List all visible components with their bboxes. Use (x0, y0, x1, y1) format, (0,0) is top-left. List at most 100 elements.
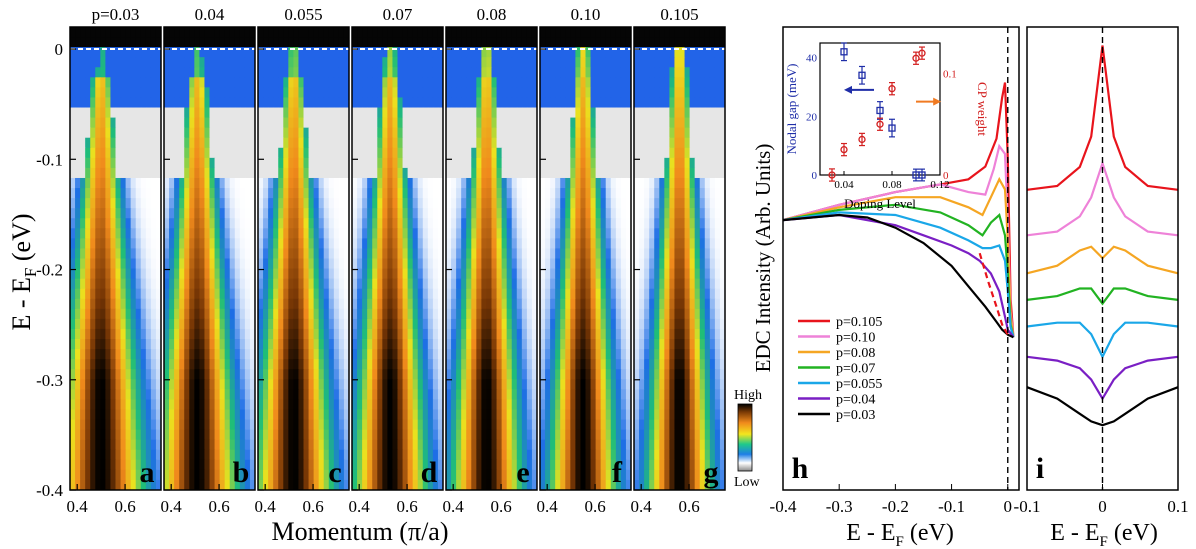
heatmap-cell (531, 208, 537, 219)
heatmap-cell (249, 157, 255, 169)
heatmap-cell (625, 37, 631, 48)
heatmap-cell (303, 419, 310, 431)
heatmap-cell (511, 419, 518, 431)
heatmap-cell (451, 389, 457, 401)
heatmap-cell (70, 208, 76, 219)
heatmap-cell (367, 67, 373, 78)
heatmap-cell (516, 459, 523, 471)
heatmap-cell (338, 469, 345, 481)
heatmap-cell (209, 117, 216, 129)
heatmap-cell (303, 228, 310, 239)
heatmap-cell (85, 268, 91, 280)
heatmap-cell (130, 379, 137, 390)
heatmap-cell (303, 359, 310, 370)
heatmap-cell (367, 27, 373, 38)
heatmap-cell (95, 318, 101, 330)
heatmap-cell (446, 479, 452, 490)
heatmap-cell (511, 57, 518, 68)
heatmap-cell (239, 198, 246, 209)
heatmap-cell (199, 127, 206, 139)
heatmap-cell (545, 349, 551, 360)
heatmap-cell (199, 308, 206, 320)
heatmap-cell (120, 369, 127, 380)
heatmap-cell (357, 439, 363, 451)
heatmap-cell (560, 188, 566, 199)
heatmap-cell (115, 308, 122, 320)
heatmap-cell (481, 228, 488, 239)
heatmap-cell (451, 328, 457, 340)
heatmap-cell (239, 479, 246, 490)
heatmap-cell (179, 97, 185, 109)
heatmap-cell (402, 308, 409, 320)
heatmap-cell (362, 369, 368, 380)
heatmap-cell (239, 389, 246, 401)
heatmap-cell (105, 127, 112, 139)
heatmap-cell (214, 409, 221, 421)
heatmap-cell (313, 188, 320, 199)
heatmap-cell (491, 389, 498, 401)
heatmap-cell (115, 328, 122, 340)
heatmap-cell (95, 328, 101, 340)
heatmap-cell (625, 419, 631, 431)
heatmap-cell (328, 469, 335, 481)
heatmap-cell (85, 67, 91, 78)
heatmap-cell (620, 308, 627, 320)
heatmap-cell (283, 308, 289, 320)
heatmap-cell (130, 198, 137, 209)
heatmap-cell (120, 349, 127, 360)
heatmap-cell (377, 449, 383, 461)
heatmap-cell (273, 389, 279, 401)
heatmap-cell (155, 439, 161, 451)
heatmap-cell (590, 379, 597, 390)
heatmap-cell (204, 439, 211, 451)
heatmap-cell (95, 479, 101, 490)
heatmap-cell (412, 97, 419, 109)
heatmap-cell (417, 479, 424, 490)
heatmap-cell (516, 449, 523, 461)
heatmap-cell (545, 107, 551, 119)
heatmap-cell (313, 339, 320, 350)
heatmap-cell (466, 328, 472, 340)
heatmap-cell (451, 429, 457, 441)
heatmap-cell (427, 188, 434, 199)
heatmap-cell (135, 177, 142, 189)
heatmap-cell (417, 87, 424, 99)
heatmap-cell (303, 429, 310, 441)
heatmap-cell (367, 218, 373, 229)
heatmap-cell (219, 268, 226, 280)
heatmap-cell (120, 188, 127, 199)
heatmap-cell (377, 107, 383, 119)
heatmap-cell (70, 228, 76, 239)
heatmap-cell (174, 278, 180, 290)
heatmap-cell (90, 248, 96, 260)
heatmap-cell (268, 439, 274, 451)
heatmap-cell (110, 298, 117, 310)
heatmap-cell (239, 208, 246, 219)
heatmap-cell (511, 127, 518, 139)
heatmap-cell (367, 479, 373, 490)
heatmap-cell (90, 369, 96, 380)
heatmap-cell (575, 298, 582, 310)
heatmap-cell (70, 298, 76, 310)
heatmap-cell (362, 248, 368, 260)
heatmap-cell (283, 369, 289, 380)
heatmap-cell (100, 479, 106, 490)
heatmap-cell (392, 147, 399, 159)
heatmap-cell (298, 409, 305, 421)
heatmap-cell (407, 137, 414, 149)
heatmap-cell (204, 248, 211, 260)
heatmap-cell (80, 177, 86, 189)
heatmap-cell (555, 87, 561, 99)
heatmap-cell (377, 248, 383, 260)
heatmap-cell (491, 339, 498, 350)
heatmap-cell (130, 419, 137, 431)
heatmap-cell (105, 107, 112, 119)
heatmap-cell (501, 459, 508, 471)
heatmap-cell (219, 339, 226, 350)
heatmap-cell (526, 238, 533, 250)
heatmap-cell (234, 147, 241, 159)
heatmap-cell (412, 107, 419, 119)
heatmap-cell (169, 27, 175, 38)
heatmap-cell (278, 87, 284, 99)
heatmap-cell (437, 37, 443, 48)
